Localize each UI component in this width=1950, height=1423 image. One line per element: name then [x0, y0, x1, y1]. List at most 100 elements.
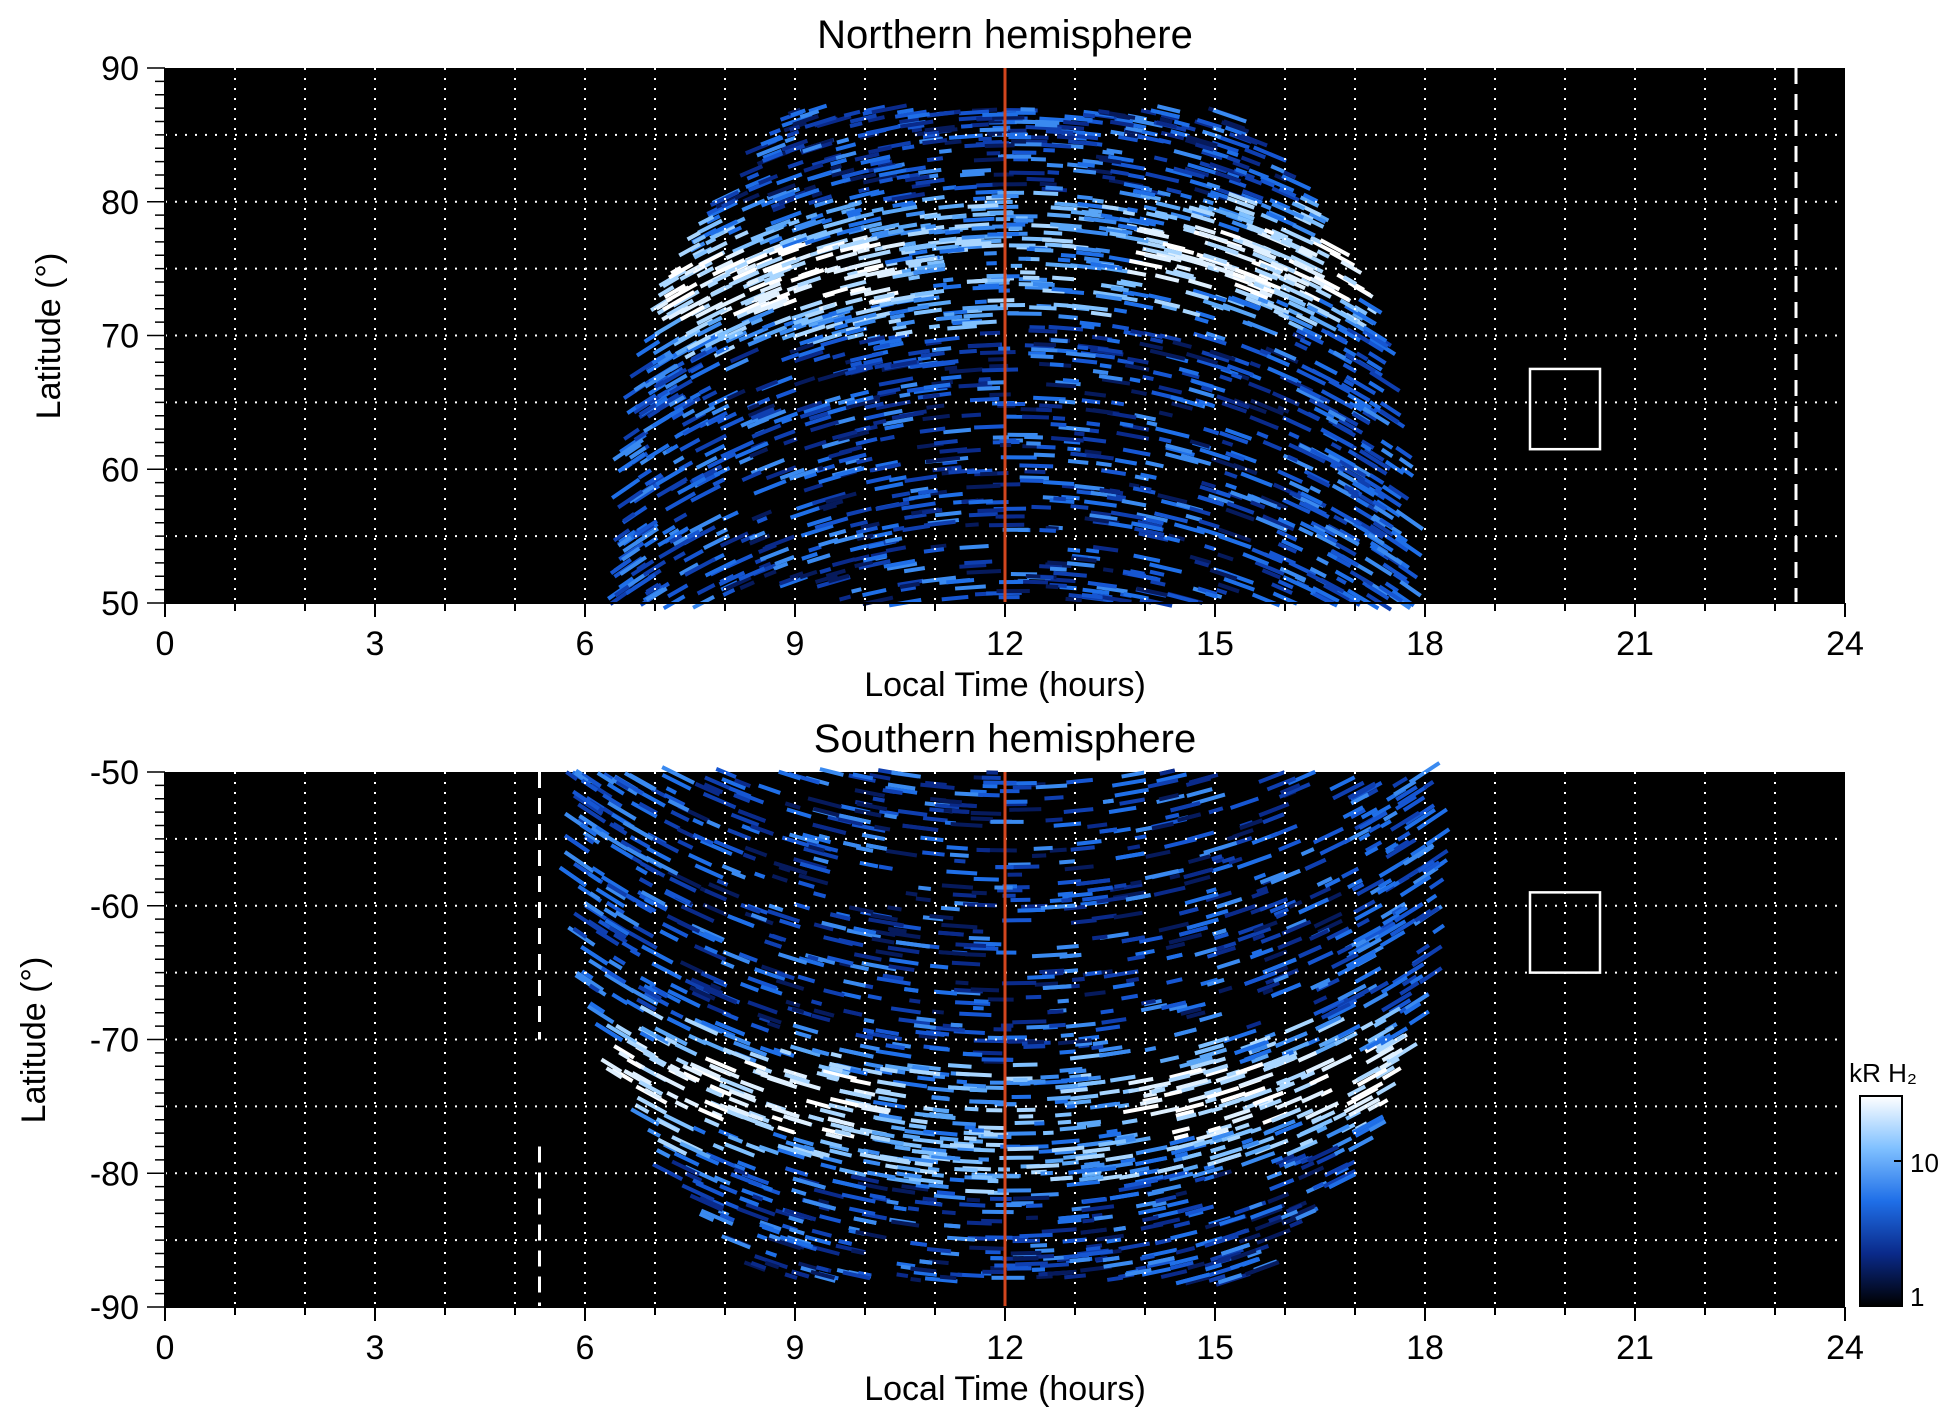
north-emission-streak [1060, 252, 1076, 259]
north-emission-streak [1234, 288, 1260, 301]
north-emission-streak [1372, 520, 1395, 537]
north-emission-streak [1142, 374, 1154, 382]
north-emission-streak [1361, 476, 1383, 492]
south-emission-streak [798, 873, 829, 886]
north-emission-streak [1330, 442, 1342, 451]
north-emission-streak [817, 369, 849, 382]
south-emission-streak [892, 1079, 928, 1089]
north-emission-streak [784, 135, 797, 144]
south-emission-streak [684, 978, 710, 993]
south-emission-streak [1205, 890, 1232, 903]
north-emission-streak [921, 508, 943, 515]
north-emission-streak [672, 455, 685, 465]
north-emission-streak [845, 397, 881, 410]
south-emission-streak [772, 1131, 787, 1140]
south-emission-streak [1254, 1138, 1289, 1156]
north-emission-streak [1066, 303, 1090, 310]
south-emission-streak [1204, 1096, 1217, 1104]
north-x-tick-label: 9 [786, 625, 805, 663]
south-emission-streak [1274, 1153, 1295, 1165]
north-emission-streak [1362, 406, 1391, 426]
south-emission-streak [1128, 1076, 1154, 1086]
north-emission-streak [962, 238, 982, 244]
south-emission-streak [1237, 922, 1265, 936]
north-emission-streak [759, 281, 782, 294]
north-emission-streak [686, 334, 712, 351]
north-emission-streak [1399, 579, 1422, 598]
north-emission-streak [843, 271, 868, 281]
north-emission-streak [732, 267, 757, 281]
north-emission-streak [789, 506, 820, 520]
south-emission-streak [719, 1076, 754, 1094]
north-emission-streak [734, 441, 769, 460]
north-emission-streak [915, 177, 945, 186]
north-emission-streak [819, 566, 832, 575]
north-emission-streak [758, 173, 779, 186]
south-emission-streak [1082, 1146, 1111, 1154]
north-emission-streak [1259, 262, 1282, 275]
south-emission-streak [739, 981, 760, 993]
north-emission-streak [662, 290, 696, 312]
south-emission-streak [589, 891, 601, 901]
south-emission-streak [733, 778, 751, 788]
south-emission-streak [1275, 1095, 1303, 1110]
north-emission-streak [1070, 556, 1097, 563]
south-emission-streak [1045, 817, 1063, 823]
north-emission-streak [1079, 320, 1101, 327]
north-emission-streak [873, 292, 895, 301]
north-emission-streak [1018, 256, 1031, 261]
south-emission-streak [587, 919, 609, 935]
north-emission-streak [1136, 512, 1168, 523]
north-emission-streak [1189, 506, 1211, 517]
south-emission-streak [1258, 770, 1286, 784]
north-emission-streak [922, 413, 951, 422]
north-emission-streak [677, 476, 707, 496]
north-emission-streak [1252, 145, 1287, 163]
north-emission-streak [1082, 436, 1107, 444]
south-emission-streak [702, 902, 728, 917]
south-emission-streak [914, 1161, 933, 1168]
north-emission-streak [926, 110, 955, 118]
south-emission-streak [1313, 995, 1328, 1005]
south-emission-streak [1199, 1011, 1223, 1023]
north-emission-streak [895, 329, 913, 337]
south-emission-streak [643, 1087, 662, 1101]
north-emission-streak [851, 587, 862, 594]
north-emission-streak [1181, 370, 1200, 380]
north-emission-streak [831, 429, 858, 441]
south-panel-title: Southern hemisphere [814, 717, 1196, 761]
south-emission-streak [651, 787, 668, 799]
north-y-tick-label: 70 [101, 318, 139, 356]
north-emission-streak [878, 177, 894, 184]
north-emission-streak [923, 519, 956, 528]
north-emission-streak [652, 336, 681, 356]
south-emission-streak [1410, 844, 1427, 857]
north-emission-streak [1047, 212, 1071, 219]
north-emission-streak [852, 235, 869, 243]
north-emission-streak [986, 261, 997, 266]
north-emission-streak [1311, 368, 1340, 386]
north-emission-streak [978, 283, 1000, 289]
north-emission-streak [1109, 488, 1121, 494]
south-emission-streak [1316, 1125, 1328, 1134]
north-emission-streak [1091, 334, 1113, 342]
north-emission-streak [902, 241, 917, 248]
south-emission-streak [1246, 1020, 1262, 1030]
south-emission-streak [1229, 1256, 1259, 1271]
north-emission-streak [1098, 374, 1123, 382]
north-emission-streak [690, 350, 707, 362]
south-emission-streak [896, 1272, 909, 1279]
north-emission-streak [1355, 497, 1370, 508]
south-emission-streak [981, 775, 1001, 781]
north-emission-streak [1297, 248, 1314, 259]
south-emission-streak [602, 793, 623, 808]
north-emission-streak [634, 519, 658, 537]
north-emission-streak [1052, 415, 1066, 421]
south-emission-streak [1069, 1093, 1099, 1101]
south-emission-streak [1176, 1002, 1206, 1014]
north-emission-streak [1076, 194, 1093, 201]
north-emission-streak [969, 396, 1000, 403]
north-emission-streak [946, 578, 975, 585]
south-emission-streak [993, 1027, 1012, 1032]
north-emission-streak [1146, 420, 1158, 427]
